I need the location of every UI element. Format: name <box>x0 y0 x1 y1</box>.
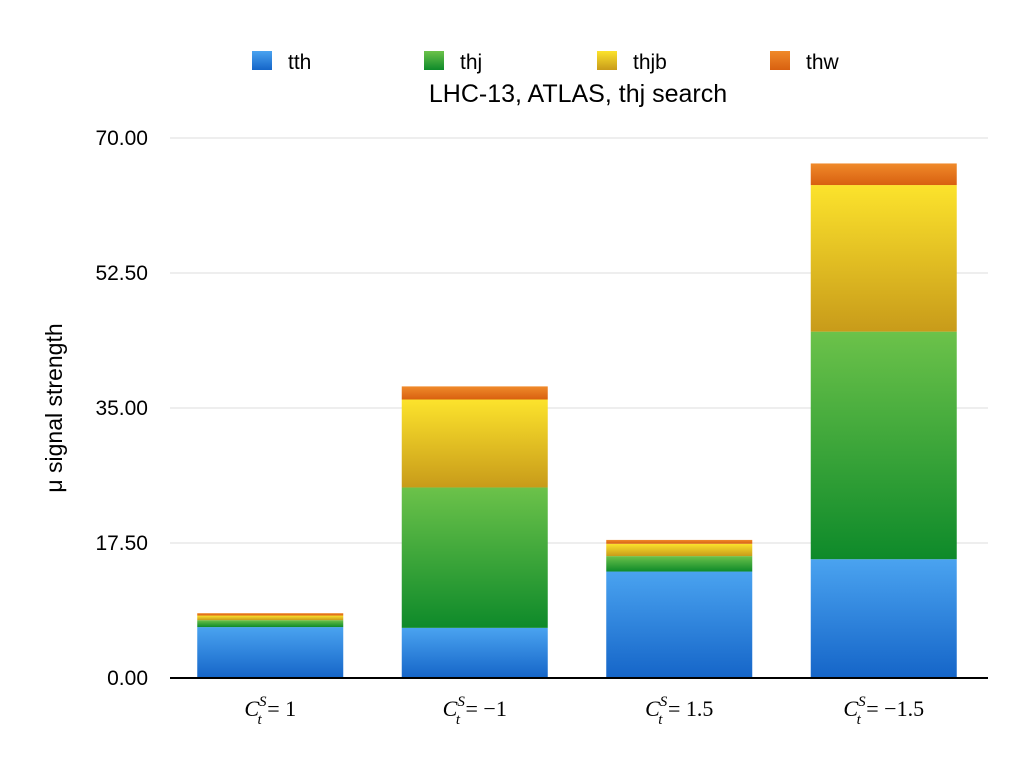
bar-segment-thjb <box>606 543 753 557</box>
y-tick-labels: 0.00 17.50 35.00 52.50 70.00 <box>95 127 148 690</box>
bar-segment-thjb <box>401 399 548 488</box>
y-tick-label: 35.00 <box>95 397 148 420</box>
legend-label-thj: thj <box>460 51 482 74</box>
y-axis-label: μ signal strength <box>41 323 67 492</box>
bar-segment-thj <box>197 620 344 628</box>
legend-swatch-thw <box>770 51 790 70</box>
bar-segment-thjb <box>197 615 344 621</box>
chart-title: LHC-13, ATLAS, thj search <box>429 80 727 108</box>
legend-swatch-thj <box>424 51 444 70</box>
bar-segment-thw <box>606 539 753 544</box>
bar-segment-thjb <box>810 185 957 332</box>
bars <box>197 163 957 678</box>
legend-label-thw: thw <box>806 51 840 74</box>
x-category-label: CS t = 1.5 <box>645 694 713 728</box>
bar-segment-tth <box>401 627 548 678</box>
legend-label-tth: tth <box>288 51 311 74</box>
bar-segment-thw <box>197 613 344 616</box>
bar-segment-thw <box>401 386 548 400</box>
y-tick-label: 17.50 <box>95 532 148 555</box>
y-tick-label: 70.00 <box>95 127 148 150</box>
bar-segment-thw <box>810 163 957 186</box>
x-category-label: CS t = 1 <box>244 694 296 728</box>
legend: tth thj thjb thw <box>252 51 840 74</box>
x-category-labels: CS t = 1 CS t = −1 CS t = 1.5 CS t = −1.5 <box>244 694 924 728</box>
legend-label-thjb: thjb <box>633 51 667 74</box>
y-tick-label: 0.00 <box>107 667 148 690</box>
bar-segment-tth <box>197 627 344 678</box>
bar-segment-tth <box>810 559 957 678</box>
bar-segment-thj <box>606 556 753 572</box>
bar-segment-thj <box>401 487 548 628</box>
legend-swatch-thjb <box>597 51 617 70</box>
bar-segment-thj <box>810 331 957 560</box>
x-category-label: CS t = −1.5 <box>843 694 924 728</box>
legend-swatch-tth <box>252 51 272 70</box>
bar-segment-tth <box>606 571 753 678</box>
y-tick-label: 52.50 <box>95 262 148 285</box>
x-category-label: CS t = −1 <box>443 694 507 728</box>
